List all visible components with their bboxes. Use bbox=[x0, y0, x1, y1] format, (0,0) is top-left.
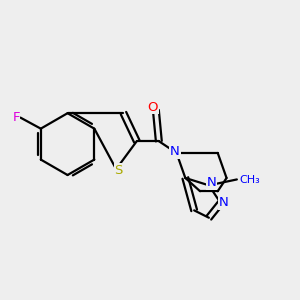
Text: N: N bbox=[219, 196, 229, 209]
Text: F: F bbox=[12, 111, 20, 124]
Text: O: O bbox=[148, 101, 158, 114]
Text: N: N bbox=[170, 145, 180, 158]
Text: S: S bbox=[114, 164, 123, 176]
Text: CH₃: CH₃ bbox=[240, 175, 261, 185]
Text: N: N bbox=[206, 176, 216, 190]
